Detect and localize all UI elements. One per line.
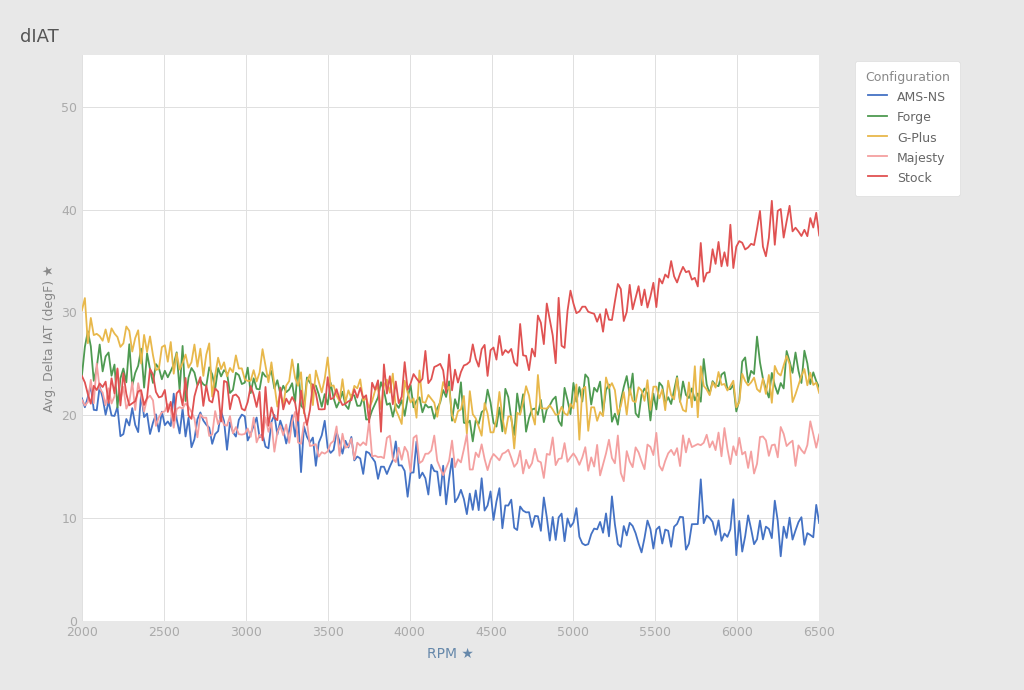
Forge — [200, 382, 212, 391]
Forge — [591, 388, 603, 396]
Majesty — [76, 396, 88, 404]
Forge — [82, 327, 94, 335]
Majesty — [505, 453, 517, 462]
Stock — [766, 197, 778, 205]
G-Plus — [200, 351, 212, 359]
Majesty — [200, 413, 212, 422]
Majesty — [375, 453, 387, 461]
Line: AMS-NS: AMS-NS — [82, 386, 819, 556]
G-Plus — [591, 417, 603, 425]
Line: Majesty: Majesty — [82, 364, 819, 481]
AMS-NS — [384, 462, 396, 471]
Forge — [76, 371, 88, 380]
Forge — [813, 384, 825, 392]
G-Plus — [790, 390, 802, 398]
AMS-NS — [85, 382, 97, 390]
AMS-NS — [375, 462, 387, 471]
Text: dIAT: dIAT — [20, 28, 59, 46]
AMS-NS — [588, 524, 600, 533]
X-axis label: RPM ★: RPM ★ — [427, 647, 474, 661]
G-Plus — [508, 444, 520, 453]
G-Plus — [384, 388, 396, 397]
G-Plus — [813, 388, 825, 397]
G-Plus — [76, 306, 88, 315]
Majesty — [384, 431, 396, 440]
Stock — [813, 231, 825, 239]
Stock — [198, 402, 210, 410]
Forge — [508, 431, 520, 439]
Forge — [467, 437, 479, 446]
Forge — [384, 399, 396, 407]
AMS-NS — [505, 495, 517, 504]
G-Plus — [375, 405, 387, 413]
AMS-NS — [76, 394, 88, 402]
Forge — [375, 378, 387, 386]
Majesty — [588, 462, 600, 471]
Line: Stock: Stock — [82, 201, 819, 440]
Stock — [76, 372, 88, 380]
Forge — [790, 348, 802, 357]
AMS-NS — [790, 526, 802, 535]
Majesty — [617, 477, 630, 485]
AMS-NS — [813, 519, 825, 527]
Stock — [256, 436, 268, 444]
Line: G-Plus: G-Plus — [82, 298, 819, 448]
Y-axis label: Avg. Delta IAT (degF) ★: Avg. Delta IAT (degF) ★ — [43, 264, 55, 412]
Line: Forge: Forge — [82, 331, 819, 442]
Stock — [588, 310, 600, 318]
G-Plus — [79, 294, 91, 302]
AMS-NS — [774, 552, 786, 560]
Legend: AMS-NS, Forge, G-Plus, Majesty, Stock: AMS-NS, Forge, G-Plus, Majesty, Stock — [855, 61, 959, 196]
AMS-NS — [200, 421, 212, 429]
Majesty — [790, 462, 802, 470]
Majesty — [90, 359, 102, 368]
Stock — [790, 224, 802, 232]
Stock — [375, 428, 387, 436]
Stock — [505, 345, 517, 353]
Stock — [384, 372, 396, 380]
G-Plus — [505, 413, 517, 421]
Majesty — [813, 431, 825, 439]
